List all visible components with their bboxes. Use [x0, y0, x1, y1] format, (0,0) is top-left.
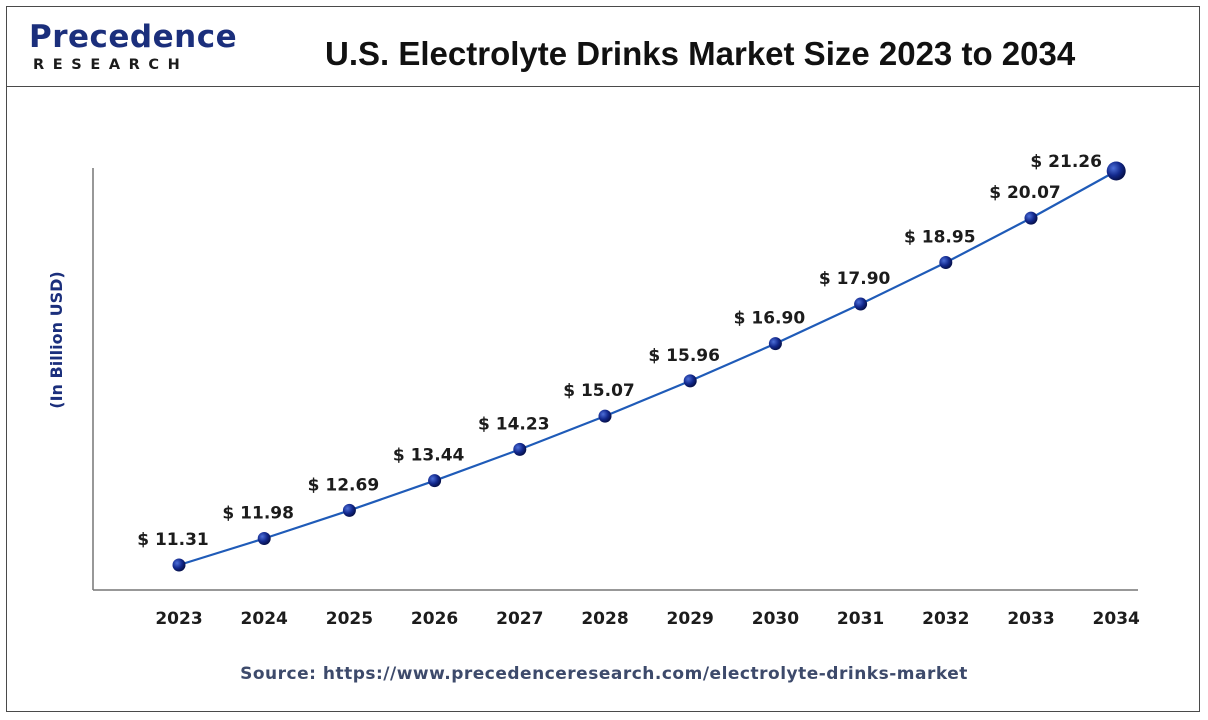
chart-frame: Precedence RESEARCH U.S. Electrolyte Dri… [6, 6, 1200, 712]
data-point [513, 442, 527, 456]
x-tick-label: 2025 [326, 609, 373, 629]
data-point [1024, 211, 1038, 225]
source-note: Source: https://www.precedenceresearch.c… [240, 664, 968, 684]
data-label: $ 15.96 [648, 346, 720, 366]
data-label: $ 12.69 [308, 475, 380, 495]
x-tick-label: 2032 [922, 609, 969, 629]
data-point [854, 297, 868, 311]
data-label: $ 11.31 [137, 530, 209, 550]
data-label: $ 13.44 [393, 446, 465, 466]
x-tick-label: 2026 [411, 609, 458, 629]
data-label: $ 21.26 [1030, 152, 1102, 172]
x-tick-label: 2024 [241, 609, 288, 629]
y-axis-title: (In Billion USD) [47, 271, 66, 408]
data-label: $ 17.90 [819, 269, 891, 289]
data-point [257, 531, 271, 545]
data-label: $ 18.95 [904, 227, 976, 247]
data-point [172, 558, 186, 572]
data-point [768, 337, 782, 351]
data-label: $ 16.90 [734, 309, 806, 329]
x-tick-label: 2027 [496, 609, 543, 629]
x-tick-label: 2029 [667, 609, 714, 629]
logo: Precedence RESEARCH [29, 17, 237, 79]
data-label: $ 15.07 [563, 381, 635, 401]
header: Precedence RESEARCH U.S. Electrolyte Dri… [7, 7, 1199, 87]
data-label: $ 11.98 [222, 503, 294, 523]
x-tick-label: 2030 [752, 609, 799, 629]
logo-sub: RESEARCH [33, 57, 189, 73]
x-tick-label: 2034 [1093, 609, 1140, 629]
data-label: $ 20.07 [989, 183, 1061, 203]
series-line [178, 170, 1117, 567]
x-tick-label: 2023 [155, 609, 202, 629]
data-point [939, 255, 953, 269]
data-point [598, 409, 612, 423]
data-point [428, 474, 442, 488]
chart-marks: $ 11.31 2023 $ 11.98 2024 $ 12.69 2025 $ 13.44… [137, 152, 1140, 629]
data-point [342, 503, 356, 517]
data-label: $ 14.23 [478, 414, 550, 434]
data-point [683, 374, 697, 388]
logo-main: Precedence [29, 19, 238, 55]
x-tick-label: 2031 [837, 609, 884, 629]
x-tick-label: 2028 [581, 609, 628, 629]
data-point [1106, 161, 1126, 181]
page-title: U.S. Electrolyte Drinks Market Size 2023… [325, 35, 1076, 72]
x-tick-label: 2033 [1007, 609, 1054, 629]
